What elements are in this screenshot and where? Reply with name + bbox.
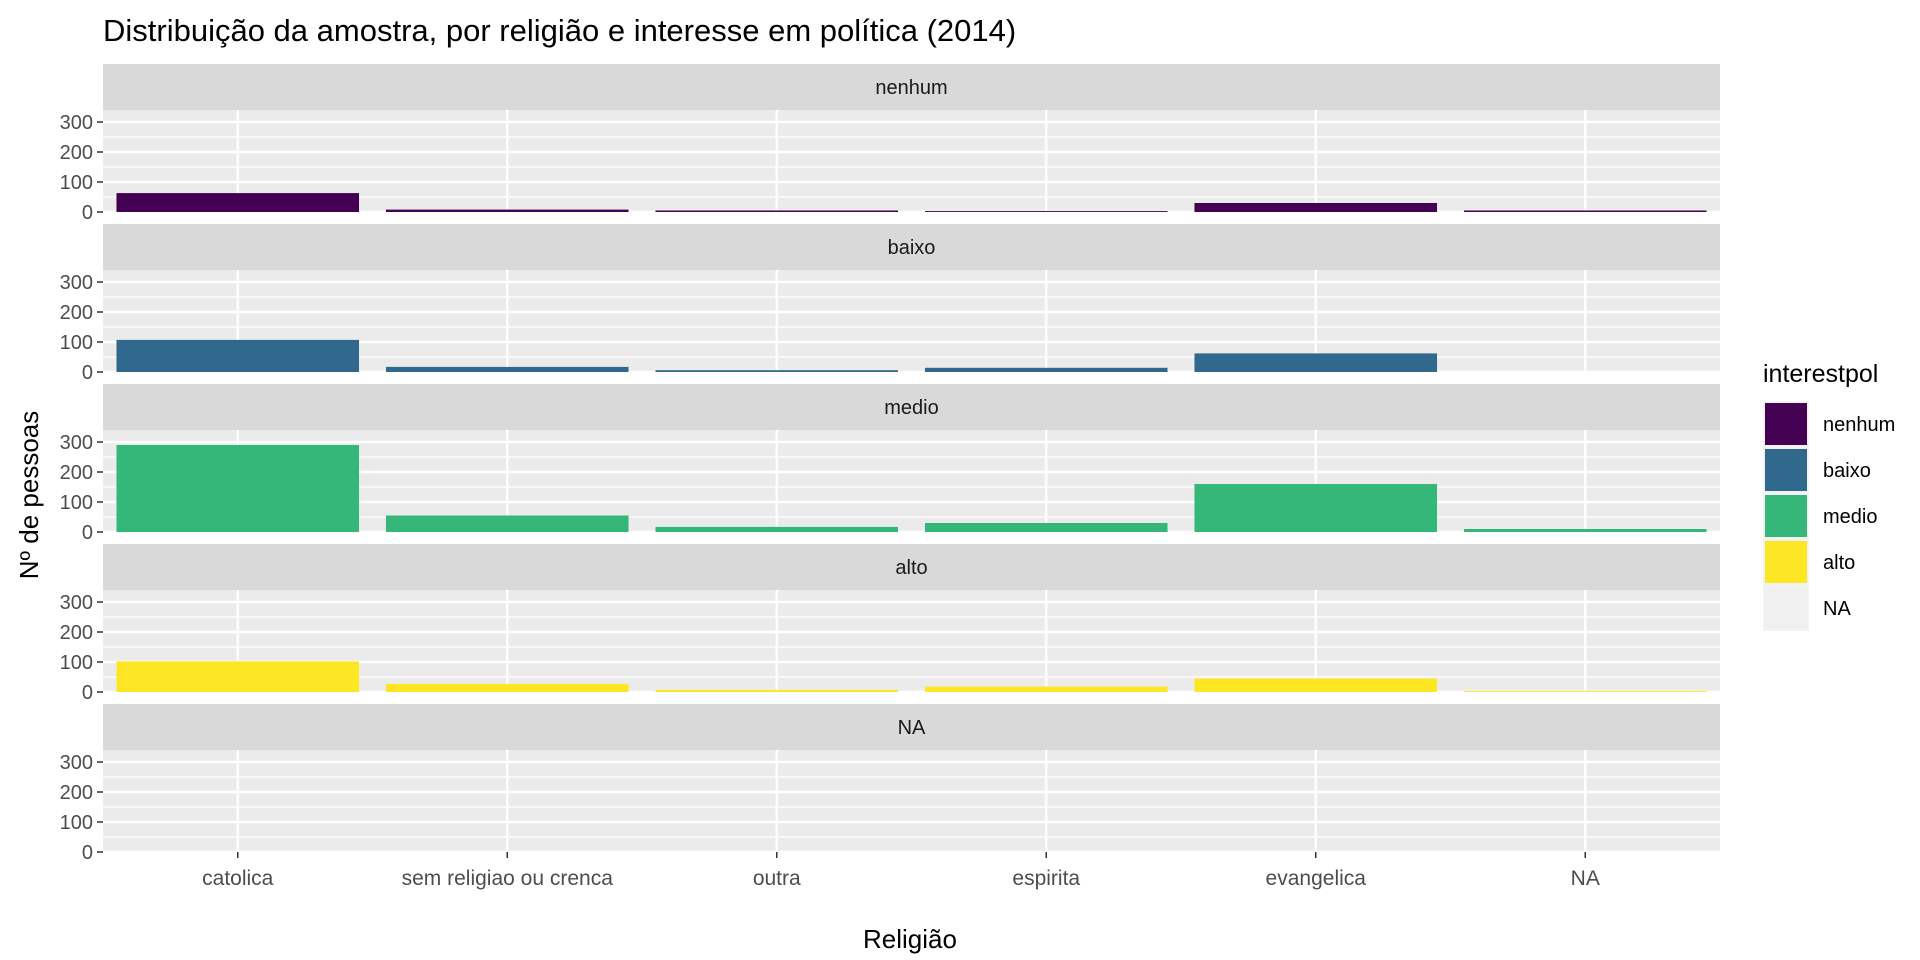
y-tick-label: 100: [60, 812, 93, 834]
facet-panels: nenhum 0 100 200 300 baixo 0 100 200 300 medio 0 100…: [60, 64, 1720, 864]
bar-alto-na: [1463, 691, 1707, 692]
facet-baixo: baixo 0 100 200 300: [60, 224, 1720, 384]
facet-strip: [103, 704, 1720, 750]
legend-label: alto: [1823, 552, 1855, 574]
bar-medio-sem-religiao-ou-crenca: [385, 515, 629, 532]
y-tick-label: 0: [82, 522, 93, 544]
x-tick-label: NA: [1571, 867, 1600, 890]
y-tick-label: 100: [60, 172, 93, 194]
legend-label: baixo: [1823, 460, 1871, 482]
bar-medio-outra: [655, 526, 899, 532]
y-tick-label: 100: [60, 652, 93, 674]
facet-strip-label: alto: [895, 557, 927, 579]
bar-baixo-catolica: [116, 339, 360, 372]
legend-label: NA: [1823, 598, 1851, 620]
bar-baixo-espirita: [924, 367, 1168, 372]
panel-background: [103, 270, 1720, 372]
bar-nenhum-catolica: [116, 193, 360, 212]
facet-strip-label: medio: [884, 397, 938, 419]
legend-swatch-nenhum: [1765, 403, 1807, 445]
bar-alto-evangelica: [1194, 678, 1438, 692]
facet-strip: [103, 544, 1720, 590]
bar-nenhum-sem-religiao-ou-crenca: [385, 209, 629, 212]
y-tick-label: 300: [60, 432, 93, 454]
legend: interestpol nenhum baixo medio alto NA: [1763, 360, 1895, 631]
bar-medio-evangelica: [1194, 484, 1438, 532]
y-tick-label: 300: [60, 592, 93, 614]
y-tick-label: 0: [82, 842, 93, 864]
bar-nenhum-espirita: [924, 211, 1168, 212]
y-tick-label: 100: [60, 492, 93, 514]
y-tick-label: 0: [82, 362, 93, 384]
legend-swatch-alto: [1765, 541, 1807, 583]
facet-strip: [103, 224, 1720, 270]
x-axis: catolica sem religiao ou crenca outra espir…: [202, 852, 1600, 890]
facet-medio: medio 0 100 200 300: [60, 384, 1720, 544]
y-tick-label: 200: [60, 782, 93, 804]
legend-title: interestpol: [1763, 360, 1878, 388]
bar-baixo-sem-religiao-ou-crenca: [385, 366, 629, 372]
panel-background: [103, 750, 1720, 852]
y-tick-label: 0: [82, 682, 93, 704]
y-axis-title: Nº de pessoas: [14, 411, 44, 579]
chart-title: Distribuição da amostra, por religião e …: [103, 13, 1016, 48]
x-tick-label: outra: [753, 867, 801, 890]
bar-alto-sem-religiao-ou-crenca: [385, 683, 629, 692]
y-tick-label: 200: [60, 462, 93, 484]
legend-label: nenhum: [1823, 414, 1895, 436]
bar-nenhum-evangelica: [1194, 203, 1438, 212]
y-tick-label: 300: [60, 272, 93, 294]
facet-na: NA 0 100 200 300: [60, 704, 1720, 864]
bar-alto-outra: [655, 689, 899, 692]
y-tick-label: 200: [60, 622, 93, 644]
bar-medio-na: [1463, 529, 1707, 532]
panel-background: [103, 590, 1720, 692]
y-tick-label: 100: [60, 332, 93, 354]
legend-swatch-baixo: [1765, 449, 1807, 491]
bar-alto-catolica: [116, 661, 360, 692]
bar-alto-espirita: [924, 686, 1168, 692]
bar-baixo-evangelica: [1194, 353, 1438, 372]
facet-strip: [103, 64, 1720, 110]
legend-swatch-na: [1765, 587, 1807, 629]
y-tick-label: 300: [60, 112, 93, 134]
facet-strip-label: baixo: [888, 237, 936, 259]
panel-background: [103, 430, 1720, 532]
bar-baixo-outra: [655, 370, 899, 372]
bar-medio-catolica: [116, 445, 360, 532]
facet-strip-label: NA: [898, 717, 926, 739]
x-tick-label: catolica: [202, 867, 274, 890]
legend-label: medio: [1823, 506, 1877, 528]
x-axis-title: Religião: [863, 924, 957, 954]
facet-strip: [103, 384, 1720, 430]
x-tick-label: evangelica: [1266, 867, 1367, 890]
panel-background: [103, 110, 1720, 212]
bar-nenhum-outra: [655, 210, 899, 212]
x-tick-label: espirita: [1012, 867, 1080, 890]
x-tick-label: sem religiao ou crenca: [402, 867, 614, 890]
y-tick-label: 300: [60, 752, 93, 774]
y-tick-label: 200: [60, 302, 93, 324]
y-tick-label: 200: [60, 142, 93, 164]
bar-nenhum-na: [1463, 210, 1707, 212]
facet-strip-label: nenhum: [875, 77, 947, 99]
legend-swatch-medio: [1765, 495, 1807, 537]
bar-medio-espirita: [924, 523, 1168, 532]
facet-alto: alto 0 100 200 300: [60, 544, 1720, 704]
y-tick-label: 0: [82, 202, 93, 224]
facet-nenhum: nenhum 0 100 200 300: [60, 64, 1720, 224]
